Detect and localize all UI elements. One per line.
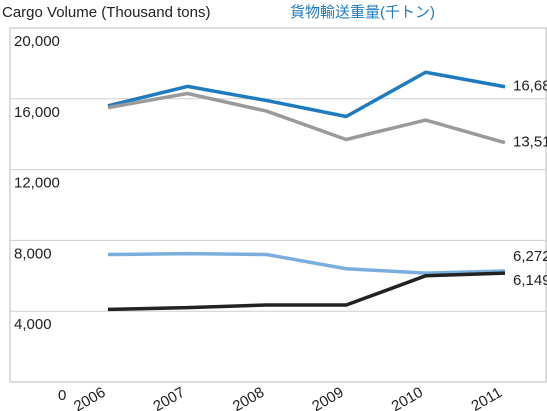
plot-frame	[9, 27, 547, 383]
series-line	[107, 251, 506, 275]
value-label: 6,272	[513, 248, 547, 265]
y-tick-label: 16,000	[14, 104, 60, 121]
y-tick-label: 0	[58, 387, 66, 404]
series-line	[107, 91, 506, 145]
value-label: 13,518	[513, 134, 547, 151]
series-line	[107, 271, 506, 312]
x-tick-label: 2009	[309, 384, 346, 411]
y-tick-label: 20,000	[14, 33, 60, 50]
y-tick-label: 12,000	[14, 175, 60, 192]
chart-subtitle: 貨物輸送重量(千トン)	[290, 4, 435, 21]
value-label: 16,682	[513, 78, 547, 95]
x-tick-label: 2006	[71, 384, 108, 411]
x-tick-label: 2010	[389, 384, 426, 411]
series-line	[107, 70, 506, 119]
y-tick-label: 8,000	[14, 245, 52, 262]
x-tick-label: 2011	[469, 384, 505, 411]
value-label: 6,149	[513, 272, 547, 289]
x-tick-label: 2008	[230, 384, 267, 411]
y-tick-label: 4,000	[14, 316, 52, 333]
chart-title: Cargo Volume (Thousand tons)	[2, 4, 210, 21]
x-tick-label: 2007	[150, 384, 187, 411]
